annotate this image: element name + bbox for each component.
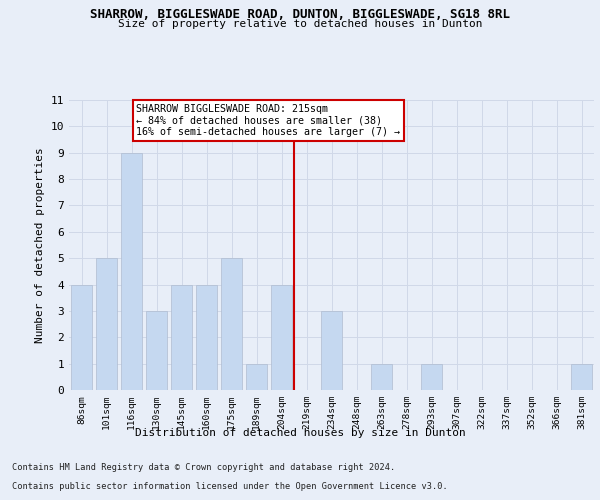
Text: SHARROW, BIGGLESWADE ROAD, DUNTON, BIGGLESWADE, SG18 8RL: SHARROW, BIGGLESWADE ROAD, DUNTON, BIGGL… — [90, 8, 510, 20]
Y-axis label: Number of detached properties: Number of detached properties — [35, 147, 45, 343]
Bar — [421, 364, 442, 390]
Bar — [121, 152, 142, 390]
Bar — [196, 284, 217, 390]
Bar — [321, 311, 342, 390]
Text: Size of property relative to detached houses in Dunton: Size of property relative to detached ho… — [118, 19, 482, 29]
Bar — [571, 364, 592, 390]
Bar — [71, 284, 92, 390]
Bar — [146, 311, 167, 390]
Bar — [96, 258, 117, 390]
Text: SHARROW BIGGLESWADE ROAD: 215sqm
← 84% of detached houses are smaller (38)
16% o: SHARROW BIGGLESWADE ROAD: 215sqm ← 84% o… — [137, 104, 401, 137]
Text: Contains public sector information licensed under the Open Government Licence v3: Contains public sector information licen… — [12, 482, 448, 491]
Bar — [371, 364, 392, 390]
Bar — [171, 284, 192, 390]
Bar — [271, 284, 292, 390]
Bar — [246, 364, 267, 390]
Text: Distribution of detached houses by size in Dunton: Distribution of detached houses by size … — [134, 428, 466, 438]
Bar — [221, 258, 242, 390]
Text: Contains HM Land Registry data © Crown copyright and database right 2024.: Contains HM Land Registry data © Crown c… — [12, 464, 395, 472]
